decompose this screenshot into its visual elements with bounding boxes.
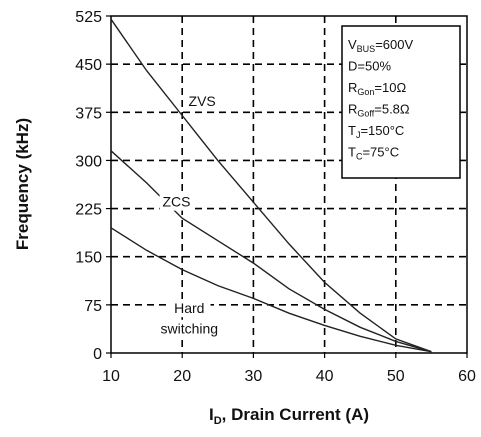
parameter-subscript: Goff — [357, 109, 374, 119]
parameter-symbol: T — [348, 123, 356, 138]
y-tick-label: 450 — [75, 57, 102, 74]
parameter-value: =600V — [375, 37, 413, 52]
annotation-mask — [185, 91, 220, 110]
x-tick-label: 60 — [458, 368, 476, 385]
y-tick-label: 225 — [75, 202, 102, 219]
parameter-subscript: C — [356, 152, 363, 162]
parameter-value: =75°C — [362, 145, 399, 160]
parameter-line: TC=75°C — [348, 145, 399, 162]
annotations: ZVS ZCS Hard switching — [146, 91, 233, 338]
parameter-box: VBUS=600VD=50%RGon=10ΩRGoff=5.8ΩTJ=150°C… — [341, 25, 461, 179]
x-tick-label: 30 — [245, 368, 263, 385]
parameter-symbol: T — [348, 145, 356, 160]
annotation-label: ZCS — [163, 194, 191, 210]
annotation-mask — [159, 192, 194, 211]
x-axis-title-symbol: I — [209, 405, 214, 424]
grid — [111, 16, 467, 353]
y-tick-label: 150 — [75, 250, 102, 267]
y-tick-label: 300 — [75, 153, 102, 170]
annotation-mask — [146, 319, 233, 338]
plot-frame — [110, 15, 468, 354]
parameter-subscript: BUS — [357, 44, 376, 54]
x-tick-label: 20 — [173, 368, 191, 385]
annotation-label: Hard — [174, 300, 204, 316]
ticks: 10 20 30 40 50 60 0 75 150 225 300 375 450 525 — [75, 9, 476, 385]
annotation-mask — [168, 299, 211, 318]
x-axis-title-subscript: D — [214, 415, 222, 427]
parameter-symbol: R — [348, 80, 357, 95]
x-tick-label: 40 — [316, 368, 334, 385]
parameter-symbol: D=50% — [348, 59, 391, 74]
x-axis-title: ID, Drain Current (A) — [209, 405, 369, 427]
y-tick-label: 75 — [84, 298, 102, 315]
parameter-value: =5.8Ω — [374, 102, 410, 117]
x-tick-label: 50 — [387, 368, 405, 385]
annotation-label: switching — [161, 321, 219, 337]
parameter-symbol: R — [348, 102, 357, 117]
series-line-hard-switching — [110, 227, 432, 353]
x-tick-label: 10 — [102, 368, 120, 385]
parameter-value: =10Ω — [374, 80, 406, 95]
parameter-line: VBUS=600V — [348, 37, 413, 54]
y-tick-label: 0 — [93, 346, 102, 363]
series-line-zvs — [110, 18, 432, 353]
parameter-line: TJ=150°C — [348, 123, 404, 140]
parameter-symbol: V — [348, 37, 357, 52]
annotation-label: ZVS — [189, 93, 216, 109]
parameter-line: RGon=10Ω — [348, 80, 406, 97]
y-tick-label: 525 — [75, 9, 102, 26]
parameter-subscript: J — [356, 130, 361, 140]
y-axis-title: Frequency (kHz) — [13, 118, 32, 250]
parameter-subscript: Gon — [357, 87, 374, 97]
parameter-value: =150°C — [360, 123, 404, 138]
x-axis-title-rest: , Drain Current (A) — [222, 405, 369, 424]
parameter-line: RGoff=5.8Ω — [348, 102, 410, 119]
parameter-box-frame — [341, 25, 461, 179]
y-tick-label: 375 — [75, 105, 102, 122]
parameter-line: D=50% — [348, 59, 391, 74]
